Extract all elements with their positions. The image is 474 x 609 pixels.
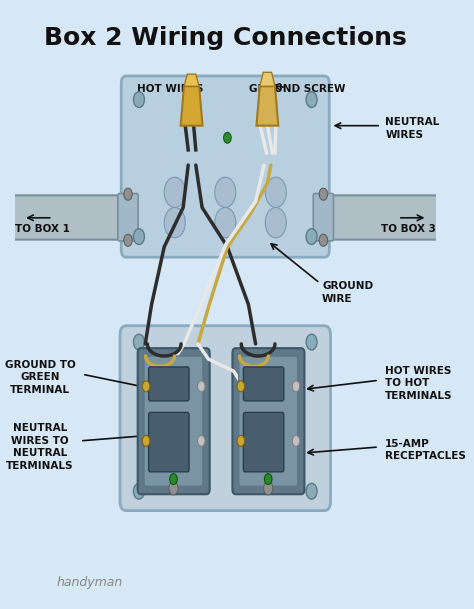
Text: GROUND TO
GREEN
TERMINAL: GROUND TO GREEN TERMINAL — [5, 360, 75, 395]
Polygon shape — [181, 86, 202, 125]
Polygon shape — [260, 72, 275, 86]
Circle shape — [134, 334, 145, 350]
Polygon shape — [256, 86, 278, 125]
FancyBboxPatch shape — [137, 348, 210, 495]
Text: GROUND
WIRE: GROUND WIRE — [322, 281, 373, 303]
Circle shape — [265, 177, 286, 208]
Circle shape — [124, 188, 132, 200]
Circle shape — [292, 435, 300, 446]
Circle shape — [134, 229, 145, 244]
FancyBboxPatch shape — [121, 76, 329, 257]
FancyBboxPatch shape — [13, 195, 137, 239]
Circle shape — [306, 334, 317, 350]
Circle shape — [264, 482, 273, 495]
Circle shape — [264, 474, 272, 485]
Circle shape — [215, 177, 236, 208]
Text: 15-AMP
RECEPTACLES: 15-AMP RECEPTACLES — [385, 439, 466, 461]
Circle shape — [170, 474, 177, 485]
Circle shape — [169, 482, 178, 495]
Text: TO BOX 3: TO BOX 3 — [381, 224, 436, 234]
Text: GROUND SCREW: GROUND SCREW — [248, 84, 345, 94]
Circle shape — [224, 132, 231, 143]
Text: HOT WIRES
TO HOT
TERMINALS: HOT WIRES TO HOT TERMINALS — [385, 366, 453, 401]
Circle shape — [237, 435, 245, 446]
Circle shape — [306, 229, 317, 244]
Circle shape — [292, 381, 300, 392]
Text: NEUTRAL
WIRES TO
NEUTRAL
TERMINALS: NEUTRAL WIRES TO NEUTRAL TERMINALS — [6, 423, 74, 471]
Circle shape — [198, 381, 205, 392]
Circle shape — [215, 208, 236, 238]
Circle shape — [134, 484, 145, 499]
Circle shape — [319, 188, 328, 200]
FancyBboxPatch shape — [239, 356, 298, 487]
Circle shape — [265, 208, 286, 238]
Text: Box 2 Wiring Connections: Box 2 Wiring Connections — [44, 26, 407, 50]
FancyBboxPatch shape — [144, 356, 203, 487]
FancyBboxPatch shape — [120, 326, 330, 510]
FancyBboxPatch shape — [243, 367, 284, 401]
FancyBboxPatch shape — [149, 412, 189, 472]
FancyBboxPatch shape — [314, 195, 438, 239]
Circle shape — [306, 92, 317, 107]
Text: HOT WIRES: HOT WIRES — [137, 84, 204, 94]
FancyBboxPatch shape — [313, 194, 334, 241]
Circle shape — [134, 92, 145, 107]
Circle shape — [237, 381, 245, 392]
FancyBboxPatch shape — [243, 412, 284, 472]
Circle shape — [319, 234, 328, 246]
FancyBboxPatch shape — [232, 348, 304, 495]
Text: TO BOX 1: TO BOX 1 — [15, 224, 70, 234]
Polygon shape — [184, 74, 199, 86]
Circle shape — [164, 208, 185, 238]
Circle shape — [306, 484, 317, 499]
Circle shape — [124, 234, 132, 246]
Text: NEUTRAL
WIRES: NEUTRAL WIRES — [385, 118, 439, 140]
Circle shape — [164, 177, 185, 208]
Circle shape — [198, 435, 205, 446]
Text: handyman: handyman — [57, 577, 123, 590]
Circle shape — [142, 381, 150, 392]
Circle shape — [142, 435, 150, 446]
FancyBboxPatch shape — [149, 367, 189, 401]
FancyBboxPatch shape — [118, 194, 138, 241]
